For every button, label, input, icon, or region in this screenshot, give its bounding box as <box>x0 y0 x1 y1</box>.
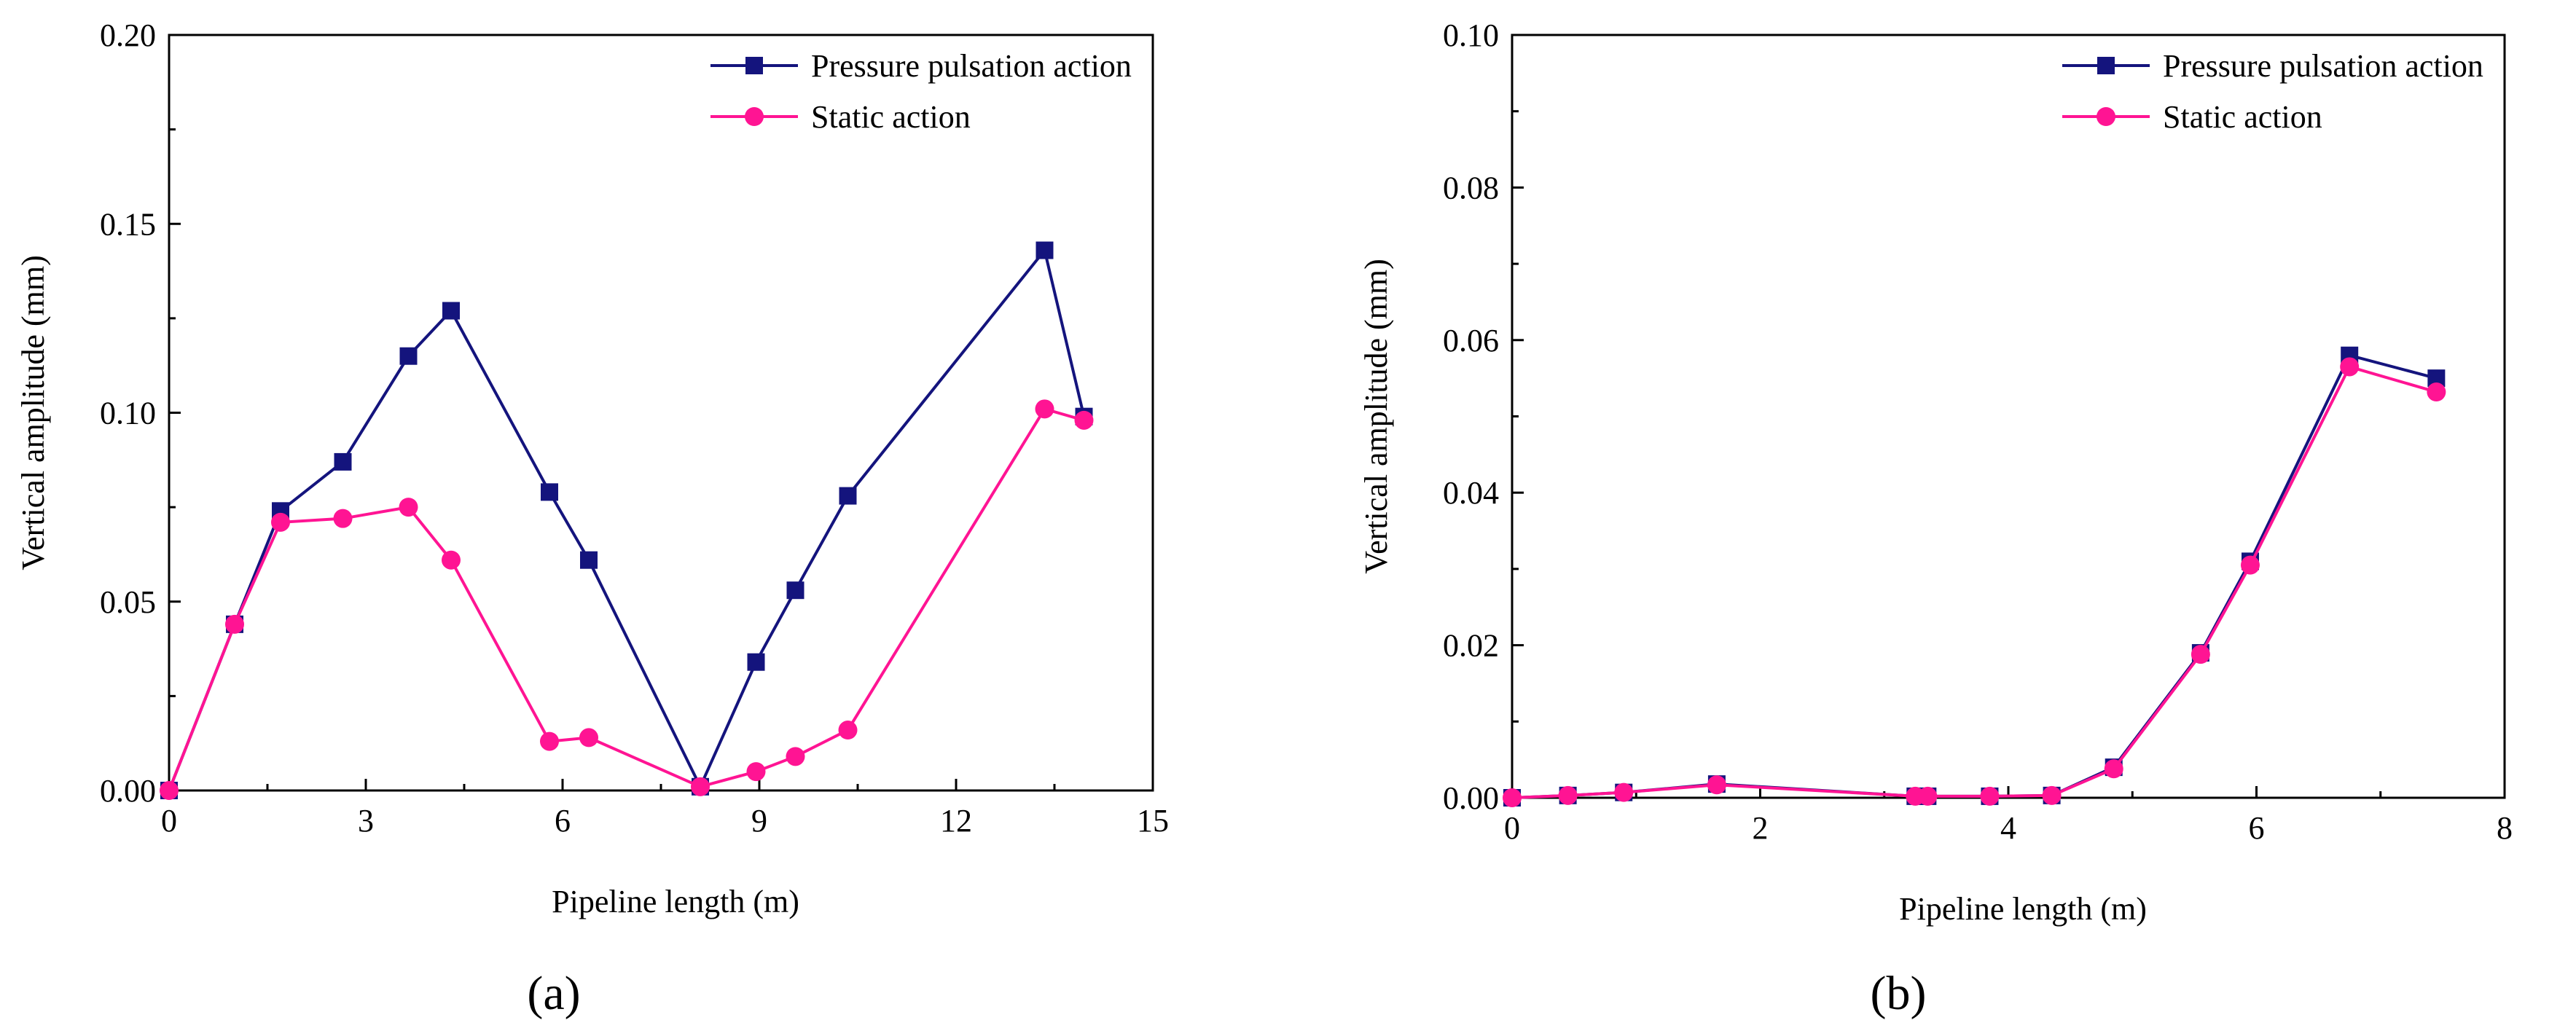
data-point <box>1707 775 1726 795</box>
series-line <box>168 247 1086 791</box>
data-point <box>2340 357 2360 377</box>
data-point <box>2042 785 2062 805</box>
y-tick-label: 0.15 <box>100 206 156 242</box>
x-tick-label: 9 <box>751 803 767 839</box>
legend-label: Pressure pulsation action <box>2163 48 2483 84</box>
legend-label: Pressure pulsation action <box>811 48 1132 84</box>
y-axis-title: Vertical amplitude (mm) <box>1358 259 1394 574</box>
x-tick-label: 4 <box>2000 810 2016 846</box>
series-static <box>160 399 1094 800</box>
data-point <box>541 483 558 501</box>
panel-label: (a) <box>527 967 580 1020</box>
y-tick-label: 0.10 <box>100 396 156 431</box>
x-tick-label: 0 <box>161 803 177 839</box>
data-point <box>839 487 857 505</box>
series-line <box>168 407 1085 791</box>
x-axis-title: Pipeline length (m) <box>552 884 799 919</box>
y-tick-label: 0.20 <box>100 17 156 53</box>
x-tick-label: 6 <box>2249 810 2265 846</box>
y-tick-label: 0.04 <box>1443 475 1499 511</box>
legend-marker <box>2097 107 2115 126</box>
legend: Pressure pulsation action Static action <box>710 48 1132 135</box>
data-point <box>579 728 598 748</box>
data-point <box>1980 786 2000 806</box>
data-point <box>1614 782 1634 802</box>
x-tick-label: 2 <box>1753 810 1769 846</box>
series-line <box>1511 353 2437 799</box>
legend-marker <box>2097 57 2115 74</box>
data-point <box>1035 399 1054 419</box>
legend-entry: Static action <box>2062 99 2322 135</box>
y-tick-label: 0.05 <box>100 584 156 620</box>
data-point <box>1558 785 1578 805</box>
y-tick-label: 0.02 <box>1443 628 1499 664</box>
y-tick-label: 0.08 <box>1443 170 1499 205</box>
legend-label: Static action <box>2163 99 2322 135</box>
legend-marker <box>745 107 764 126</box>
x-tick-label: 12 <box>940 803 972 839</box>
x-tick-label: 3 <box>358 803 374 839</box>
data-point <box>2427 382 2446 401</box>
data-point <box>747 653 765 671</box>
data-point <box>333 509 353 528</box>
legend-label: Static action <box>811 99 971 135</box>
data-point <box>786 581 804 600</box>
x-tick-label: 15 <box>1137 803 1169 839</box>
series-pressure-pulsation <box>1503 346 2446 807</box>
data-point <box>399 347 418 365</box>
data-point <box>691 777 710 796</box>
legend-entry: Static action <box>710 99 971 135</box>
series-static <box>1503 357 2446 807</box>
legend: Pressure pulsation action Static action <box>2062 48 2483 135</box>
data-point <box>160 781 179 800</box>
legend-entry: Pressure pulsation action <box>710 48 1132 84</box>
x-tick-label: 8 <box>2497 810 2513 846</box>
data-point <box>1074 410 1094 430</box>
y-tick-label: 0.00 <box>1443 780 1499 816</box>
data-point <box>399 498 418 517</box>
x-tick-label: 0 <box>1504 810 1520 846</box>
series-line <box>1511 365 2437 799</box>
x-tick-label: 6 <box>555 803 571 839</box>
data-point <box>2191 645 2210 664</box>
chart-panel-a: 0 3 6 9 12 15 0.00 0.05 0.10 0.15 0.20 Pipeline len… <box>15 17 1169 1020</box>
y-tick-label: 0.10 <box>1443 17 1499 53</box>
data-point <box>334 452 352 471</box>
data-point <box>2104 759 2123 779</box>
data-point <box>442 550 461 570</box>
panel-label: (b) <box>1871 967 1927 1020</box>
data-point <box>271 512 290 532</box>
data-point <box>786 747 805 766</box>
data-point <box>746 762 766 782</box>
chart-panel-b: 0 2 4 6 8 0.00 0.02 0.04 0.06 0.08 0.10 Pipeline le… <box>1358 17 2513 1020</box>
y-tick-label: 0.00 <box>100 773 156 809</box>
legend-marker <box>745 57 763 74</box>
data-point <box>1036 241 1054 259</box>
y-axis-title: Vertical amplitude (mm) <box>15 255 51 570</box>
data-point <box>540 731 559 751</box>
data-point <box>2240 555 2260 575</box>
legend-entry: Pressure pulsation action <box>2062 48 2483 84</box>
x-axis-title: Pipeline length (m) <box>1899 891 2147 927</box>
data-point <box>838 721 858 740</box>
plot-frame <box>1511 34 2506 799</box>
data-point <box>580 551 598 569</box>
plot-frame <box>168 34 1154 792</box>
data-point <box>442 302 460 320</box>
y-tick-label: 0.06 <box>1443 323 1499 358</box>
data-point <box>1503 788 1522 807</box>
data-point <box>1918 786 1938 806</box>
data-point <box>225 614 244 634</box>
